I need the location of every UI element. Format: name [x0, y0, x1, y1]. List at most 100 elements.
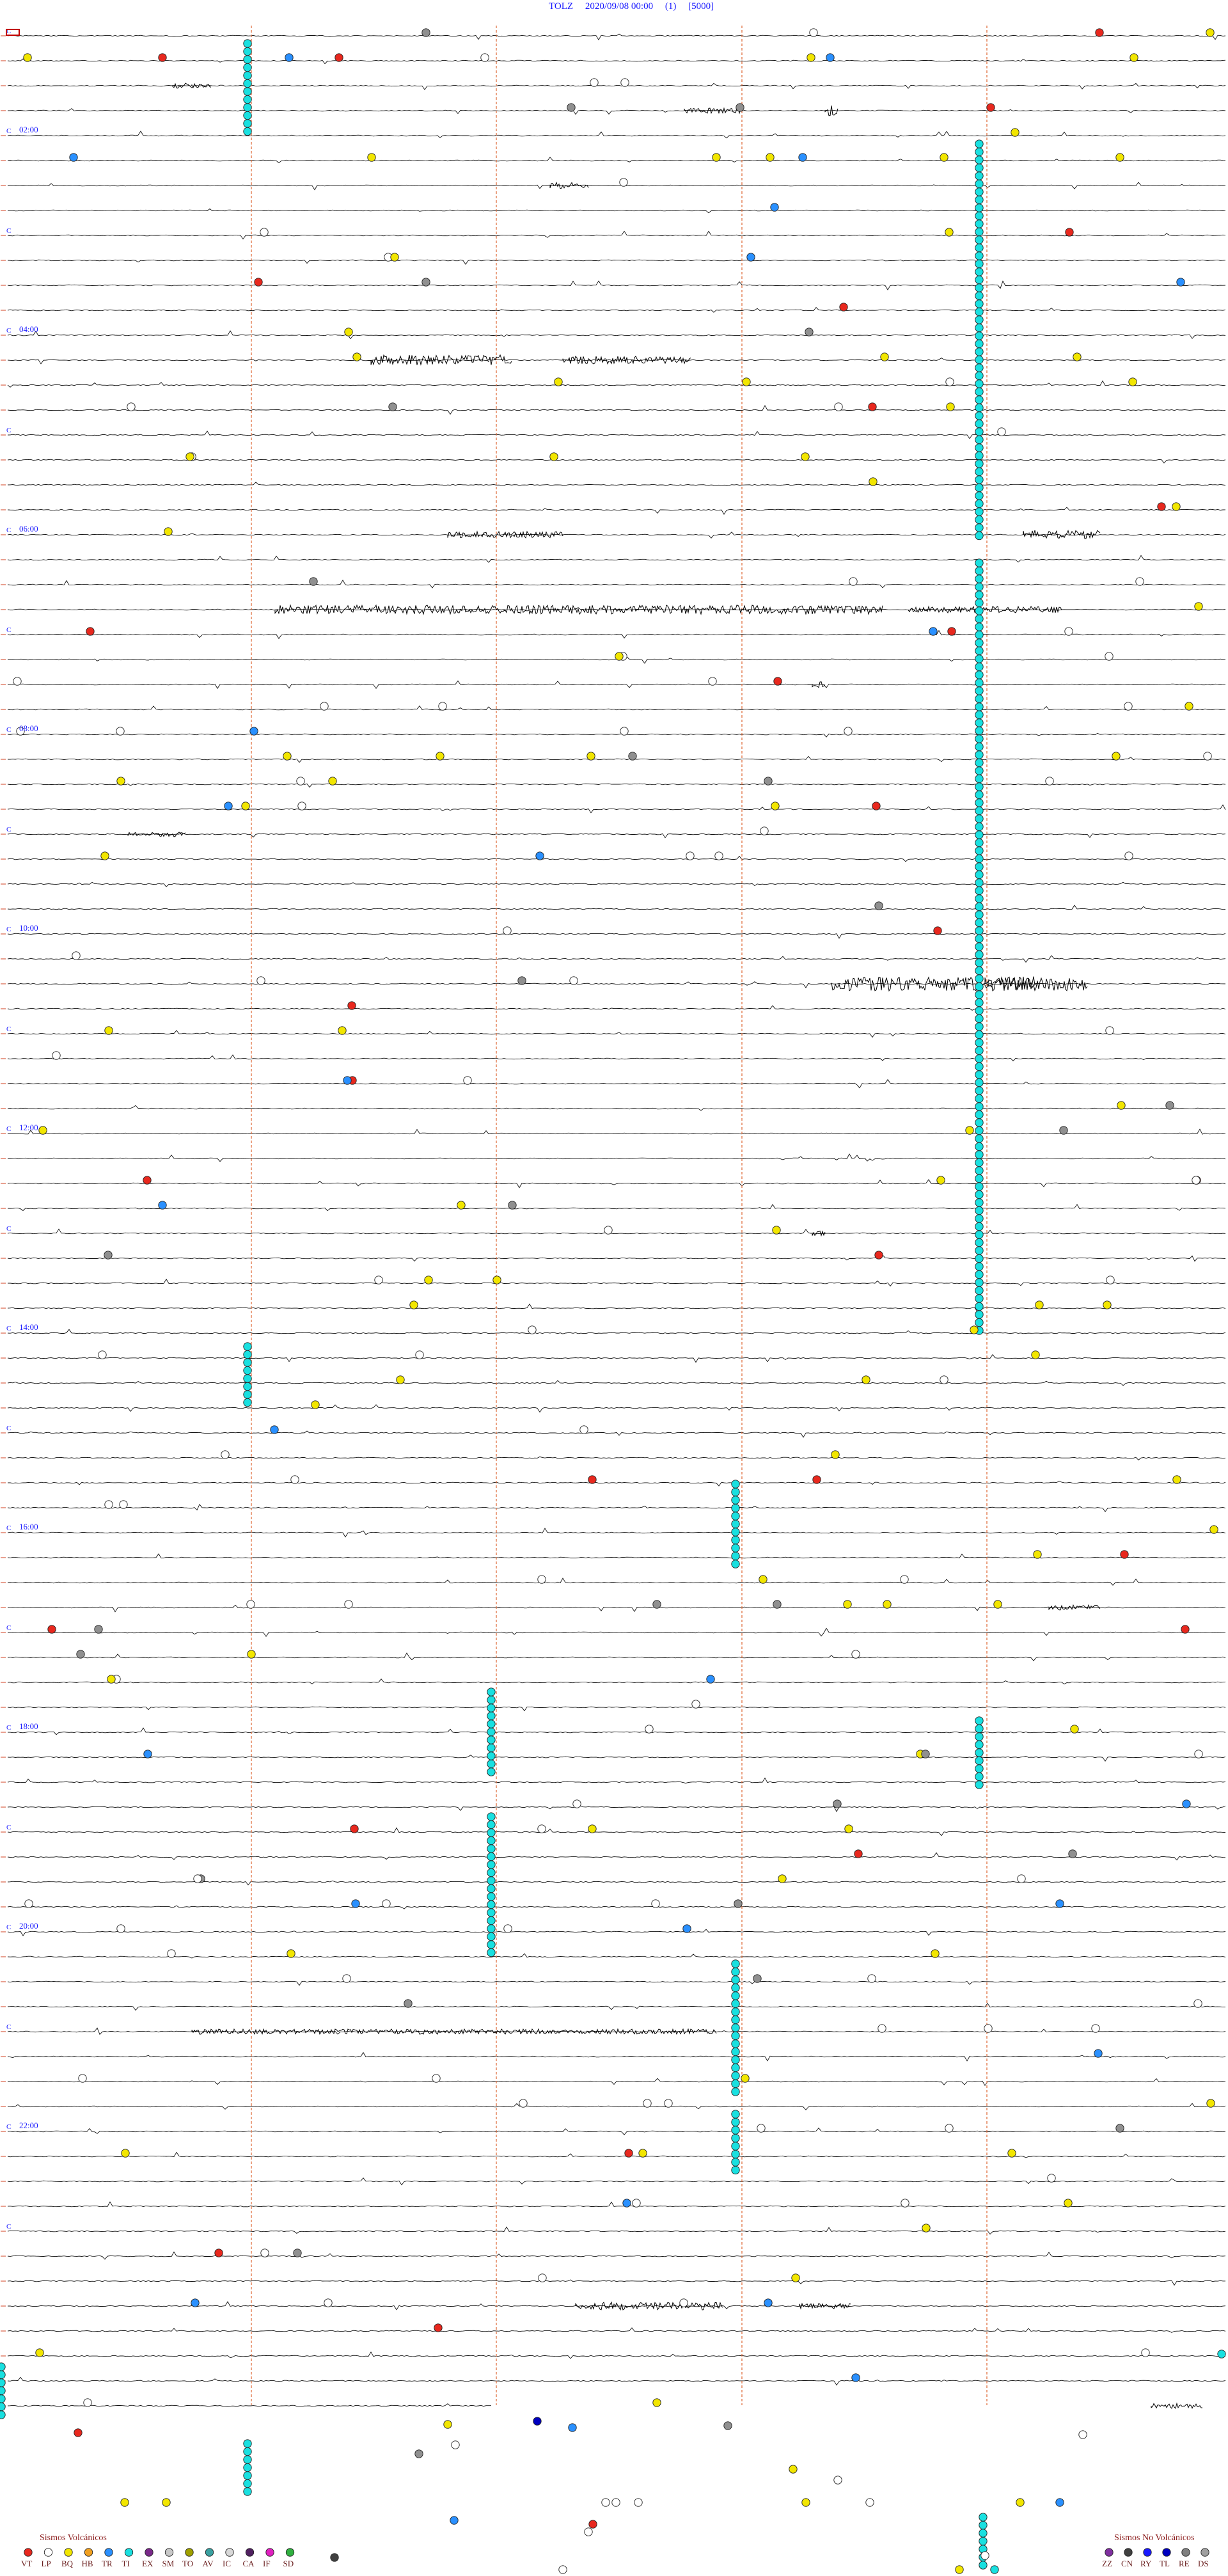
legend-markers	[24, 2548, 1209, 2557]
legend-marker	[43, 2548, 53, 2557]
event-marker	[901, 2199, 909, 2208]
event-marker	[260, 228, 269, 237]
event-marker	[645, 1725, 654, 1734]
trace-line	[7, 2301, 1226, 2311]
trace-line	[7, 58, 1226, 65]
legend-label: LP	[41, 2559, 51, 2568]
event-marker	[975, 283, 984, 292]
event-marker	[731, 2063, 740, 2073]
event-marker	[350, 1824, 359, 1833]
event-marker	[731, 1983, 740, 1993]
event-marker	[508, 1201, 517, 1210]
event-marker	[1206, 2099, 1215, 2108]
event-marker	[438, 702, 447, 711]
trace-line	[7, 1404, 1226, 1413]
event-marker	[731, 2007, 740, 2016]
event-marker	[975, 1166, 984, 1175]
event-marker	[374, 1276, 383, 1284]
event-marker	[487, 1727, 496, 1737]
event-marker	[243, 87, 252, 96]
event-marker	[764, 777, 773, 786]
event-marker	[980, 2551, 989, 2560]
event-marker	[243, 103, 252, 112]
legend-marker	[104, 2548, 113, 2557]
event-marker	[424, 1276, 433, 1284]
event-marker	[432, 2074, 441, 2083]
event-marker	[975, 211, 984, 221]
trace-line	[7, 1503, 1226, 1512]
event-marker	[78, 2074, 87, 2083]
trace-line	[7, 1604, 1226, 1613]
trace-line	[7, 280, 1226, 290]
event-marker	[243, 1374, 252, 1383]
event-marker	[487, 1751, 496, 1760]
legend-marker	[1143, 2548, 1152, 2557]
event-marker	[1165, 1101, 1174, 1110]
event-marker	[1130, 53, 1138, 62]
event-marker	[975, 219, 984, 228]
event-marker	[975, 339, 984, 349]
event-marker	[975, 1134, 984, 1143]
event-marker	[436, 752, 445, 761]
event-marker	[414, 2449, 423, 2458]
event-marker	[975, 1780, 984, 1789]
event-marker	[0, 2386, 6, 2396]
event-marker	[975, 918, 984, 928]
event-marker	[706, 1675, 715, 1684]
event-marker	[487, 1908, 496, 1917]
event-marker	[975, 662, 984, 672]
hour-label: 16:00	[19, 1522, 38, 1531]
event-marker	[487, 1719, 496, 1728]
event-marker	[975, 998, 984, 1007]
event-marker	[975, 638, 984, 647]
event-marker	[143, 1176, 152, 1185]
event-marker	[975, 982, 984, 992]
event-markers	[0, 28, 1226, 2574]
event-marker	[936, 1176, 945, 1185]
legend-label: RY	[1140, 2559, 1152, 2568]
event-marker	[975, 630, 984, 640]
event-marker	[854, 1849, 863, 1858]
trace-line	[7, 1727, 1226, 1735]
event-marker	[975, 950, 984, 960]
event-marker	[874, 901, 883, 910]
event-marker	[778, 1874, 787, 1883]
signal-burst	[575, 2301, 723, 2311]
event-marker	[487, 1876, 496, 1885]
event-marker	[554, 377, 563, 386]
event-marker	[1105, 652, 1114, 661]
event-marker	[975, 163, 984, 173]
event-marker	[297, 802, 306, 810]
event-marker	[558, 2565, 567, 2574]
trace-line	[7, 1528, 1226, 1538]
event-marker	[1094, 2049, 1103, 2058]
event-marker	[104, 1026, 113, 1035]
event-marker	[975, 1740, 984, 1750]
event-marker	[604, 1226, 613, 1235]
event-marker	[772, 1226, 781, 1235]
trace-line	[7, 1852, 1226, 1861]
event-marker	[946, 402, 955, 411]
event-marker	[975, 1158, 984, 1167]
event-marker	[986, 103, 995, 112]
event-marker	[731, 1991, 740, 2000]
trace-line	[7, 2226, 1226, 2235]
trace-line	[7, 380, 1226, 388]
event-marker	[1017, 1874, 1026, 1883]
legend-marker	[1200, 2548, 1209, 2557]
event-marker	[975, 710, 984, 720]
event-marker	[839, 303, 848, 312]
event-marker	[487, 1828, 496, 1837]
legend-label: ZZ	[1102, 2559, 1112, 2568]
event-marker	[1117, 1101, 1126, 1110]
event-marker	[940, 153, 949, 162]
trace-line	[7, 1179, 1226, 1189]
event-marker	[487, 1932, 496, 1941]
event-marker	[1078, 2430, 1087, 2439]
trace-line	[8, 1480, 1226, 1487]
event-marker	[883, 1600, 892, 1609]
event-marker	[691, 1700, 700, 1709]
event-marker	[628, 752, 637, 761]
trace-line	[7, 1827, 1226, 1837]
hour-tick-label: C	[6, 1425, 11, 1432]
